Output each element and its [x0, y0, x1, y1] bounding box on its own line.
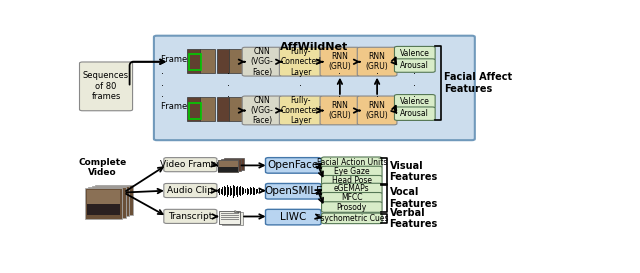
Text: .
.
.: . . .: [376, 66, 379, 99]
Bar: [218, 160, 237, 172]
Text: Frame N: Frame N: [161, 55, 196, 64]
Text: Visual
Features: Visual Features: [390, 161, 438, 182]
FancyBboxPatch shape: [79, 62, 132, 111]
Text: Arousal: Arousal: [401, 61, 429, 70]
FancyBboxPatch shape: [321, 183, 382, 194]
Bar: [187, 49, 200, 73]
Text: Video Frames: Video Frames: [160, 160, 221, 169]
FancyBboxPatch shape: [320, 47, 360, 76]
FancyBboxPatch shape: [321, 157, 382, 168]
Bar: [200, 49, 216, 73]
Bar: [88, 191, 120, 215]
FancyBboxPatch shape: [321, 176, 382, 186]
Text: Fully-
Connected
Layer: Fully- Connected Layer: [280, 47, 321, 76]
Text: CNN
(VGG-
Face): CNN (VGG- Face): [251, 47, 273, 76]
Text: Head Pose: Head Pose: [332, 176, 372, 185]
Text: Valence: Valence: [400, 49, 429, 58]
FancyBboxPatch shape: [321, 166, 382, 177]
FancyBboxPatch shape: [242, 47, 282, 76]
Text: RNN
(GRU): RNN (GRU): [328, 101, 351, 120]
Text: MFCC: MFCC: [341, 193, 362, 202]
FancyBboxPatch shape: [164, 183, 217, 198]
Bar: [219, 210, 240, 224]
Text: .
.
.: . . .: [161, 66, 164, 99]
Text: Transcript: Transcript: [168, 212, 212, 221]
FancyBboxPatch shape: [85, 188, 122, 219]
FancyBboxPatch shape: [92, 186, 129, 216]
Bar: [229, 97, 242, 121]
Text: Verbal
Features: Verbal Features: [390, 208, 438, 229]
Text: Facial Affect
Features: Facial Affect Features: [444, 72, 512, 94]
FancyBboxPatch shape: [321, 202, 382, 212]
Text: RNN
(GRU): RNN (GRU): [365, 52, 388, 71]
Text: Sequences
of 80
frames: Sequences of 80 frames: [83, 72, 129, 101]
Text: Vocal
Features: Vocal Features: [390, 187, 438, 209]
Bar: [200, 97, 216, 121]
Text: Complete
Video: Complete Video: [78, 158, 127, 177]
Text: Fully-
Connected
Layer: Fully- Connected Layer: [280, 96, 321, 125]
Text: LIWC: LIWC: [280, 212, 307, 222]
FancyBboxPatch shape: [280, 96, 323, 125]
Text: Arousal: Arousal: [401, 109, 429, 118]
Text: Facial Action Units: Facial Action Units: [317, 158, 387, 167]
Bar: [217, 49, 229, 73]
Bar: [217, 97, 229, 121]
Text: Frame N+80: Frame N+80: [161, 102, 214, 111]
FancyBboxPatch shape: [266, 158, 321, 173]
Bar: [88, 204, 120, 215]
FancyBboxPatch shape: [164, 158, 217, 172]
Bar: [218, 167, 237, 172]
Polygon shape: [235, 210, 240, 213]
Text: .
.
.: . . .: [300, 66, 302, 99]
Text: OpenSMILE: OpenSMILE: [264, 186, 323, 196]
Bar: [189, 54, 202, 70]
FancyBboxPatch shape: [88, 187, 125, 218]
Bar: [221, 159, 241, 171]
FancyBboxPatch shape: [394, 59, 435, 72]
FancyBboxPatch shape: [321, 192, 382, 203]
Text: Eye Gaze: Eye Gaze: [334, 167, 370, 176]
FancyBboxPatch shape: [357, 96, 397, 125]
FancyBboxPatch shape: [242, 96, 282, 125]
Text: eGEMAPs: eGEMAPs: [334, 184, 370, 193]
Text: .
.
.: . . .: [413, 66, 416, 99]
FancyBboxPatch shape: [164, 209, 217, 223]
Text: Psychometric Cues: Psychometric Cues: [316, 214, 388, 223]
Text: RNN
(GRU): RNN (GRU): [365, 101, 388, 120]
FancyBboxPatch shape: [321, 213, 382, 224]
FancyBboxPatch shape: [394, 107, 435, 120]
Bar: [189, 103, 202, 119]
FancyBboxPatch shape: [357, 47, 397, 76]
Text: AffWildNet: AffWildNet: [280, 41, 349, 52]
Text: OpenFace: OpenFace: [268, 161, 319, 170]
Text: Prosody: Prosody: [337, 203, 367, 212]
FancyBboxPatch shape: [394, 94, 435, 108]
Text: .
.
.: . . .: [227, 66, 230, 99]
FancyBboxPatch shape: [394, 46, 435, 60]
Text: Valence: Valence: [400, 97, 429, 106]
Text: Audio Clip: Audio Clip: [168, 186, 213, 195]
FancyBboxPatch shape: [95, 185, 132, 215]
Bar: [218, 160, 237, 172]
Bar: [229, 49, 242, 73]
FancyBboxPatch shape: [280, 47, 323, 76]
Text: .
.
.: . . .: [339, 66, 341, 99]
FancyBboxPatch shape: [266, 183, 321, 199]
FancyBboxPatch shape: [320, 96, 360, 125]
Text: RNN
(GRU): RNN (GRU): [328, 52, 351, 71]
Bar: [222, 212, 243, 225]
Text: CNN
(VGG-
Face): CNN (VGG- Face): [251, 96, 273, 125]
Bar: [187, 97, 200, 121]
FancyBboxPatch shape: [154, 36, 475, 140]
Bar: [224, 158, 244, 170]
FancyBboxPatch shape: [266, 209, 321, 225]
